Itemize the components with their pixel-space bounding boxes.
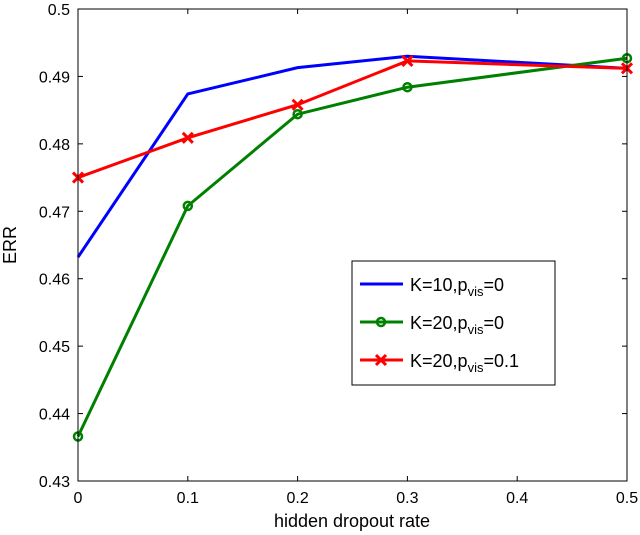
- y-tick-label: 0.5: [48, 2, 70, 19]
- x-tick-label: 0.5: [616, 490, 638, 507]
- y-axis-label: ERR: [0, 226, 20, 264]
- series-0: [76, 54, 628, 258]
- series-line: [76, 56, 628, 438]
- y-tick-label: 0.43: [39, 474, 70, 491]
- x-tick-label: 0: [74, 490, 83, 507]
- legend: K=10,pvis=0 K=20,pvis=0 K=20,pvis=0.1: [351, 260, 556, 386]
- x-tick-label: 0.4: [506, 490, 528, 507]
- legend-label: K=20,pvis=0.1: [410, 351, 519, 375]
- y-tick-label: 0.46: [39, 272, 70, 289]
- legend-marker: [374, 353, 388, 367]
- x-tick-label: 0.2: [286, 490, 308, 507]
- plot-frame: [77, 8, 628, 482]
- series-line: [76, 54, 628, 258]
- y-tick-label: 0.44: [39, 407, 70, 424]
- series-2: [71, 54, 634, 184]
- data-point: [292, 108, 303, 120]
- series-line: [77, 59, 628, 179]
- legend-label: K=10,pvis=0: [410, 275, 504, 299]
- legend-label: K=20,pvis=0: [410, 313, 504, 337]
- x-axis-label: hidden dropout rate: [274, 511, 430, 531]
- y-tick-label: 0.49: [39, 69, 70, 86]
- y-tick-label: 0.45: [39, 339, 70, 356]
- data-point: [181, 131, 194, 144]
- data-point: [401, 54, 414, 67]
- data-point: [182, 200, 194, 212]
- y-tick-label: 0.48: [39, 137, 70, 154]
- x-tick-label: 0.1: [177, 490, 199, 507]
- y-tick-label: 0.47: [39, 204, 70, 221]
- data-point: [291, 98, 304, 111]
- legend-marker: [375, 316, 387, 328]
- data-point: [402, 81, 413, 93]
- x-tick-label: 0.3: [396, 490, 418, 507]
